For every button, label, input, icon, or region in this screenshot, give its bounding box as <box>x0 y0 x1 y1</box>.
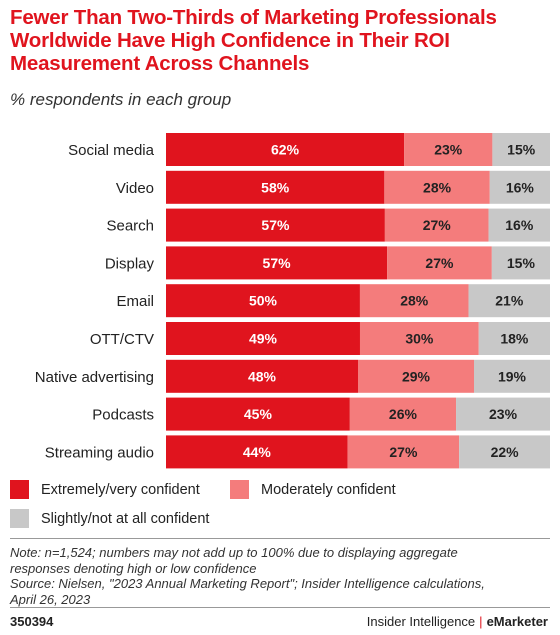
bar-streaming-audio-extremely-very-confident <box>166 435 348 469</box>
data-label-social-media-extremely-very-confident: 62% <box>271 142 300 158</box>
legend-swatch <box>230 480 249 499</box>
legend-swatch <box>10 480 29 499</box>
chart-id: 350394 <box>10 614 54 629</box>
bar-search-slightly-not-at-all-confident <box>488 208 550 242</box>
bar-video-slightly-not-at-all-confident <box>489 170 550 204</box>
data-label-social-media-slightly-not-at-all-confident: 15% <box>507 142 536 158</box>
note-line: responses denoting high or low confidenc… <box>10 560 257 576</box>
bar-podcasts-slightly-not-at-all-confident <box>456 397 550 431</box>
category-label-video: Video <box>116 180 154 197</box>
category-label-social-media: Social media <box>68 142 155 159</box>
data-label-display-moderately-confident: 27% <box>425 255 454 271</box>
bar-social-media-extremely-very-confident <box>166 133 405 166</box>
data-label-display-slightly-not-at-all-confident: 15% <box>507 255 536 271</box>
data-label-streaming-audio-extremely-very-confident: 44% <box>243 444 272 460</box>
bar-email-slightly-not-at-all-confident <box>468 284 550 318</box>
bar-native-advertising-moderately-confident <box>358 359 474 393</box>
source-note: Note: n=1,524; numbers may not add up to… <box>10 545 550 607</box>
brand-insider-intelligence: Insider Intelligence <box>366 614 476 629</box>
chart-title: Fewer Than Two-Thirds of Marketing Profe… <box>10 6 497 75</box>
category-label-podcasts: Podcasts <box>92 407 154 424</box>
bar-social-media-slightly-not-at-all-confident <box>492 133 550 166</box>
legend-label: Moderately confident <box>261 481 396 498</box>
data-label-email-slightly-not-at-all-confident: 21% <box>495 293 524 309</box>
legend-label: Extremely/very confident <box>41 481 200 498</box>
data-label-ott-ctv-slightly-not-at-all-confident: 18% <box>500 331 529 347</box>
chart-subtitle: % respondents in each group <box>10 90 232 109</box>
data-label-video-slightly-not-at-all-confident: 16% <box>506 179 535 195</box>
data-label-native-advertising-moderately-confident: 29% <box>402 368 431 384</box>
data-label-display-extremely-very-confident: 57% <box>263 255 292 271</box>
bar-search-moderately-confident <box>384 208 489 242</box>
data-label-search-slightly-not-at-all-confident: 16% <box>505 217 534 233</box>
bar-video-extremely-very-confident <box>166 170 385 204</box>
bar-podcasts-moderately-confident <box>349 397 457 431</box>
legend-swatch <box>10 509 29 528</box>
data-label-search-moderately-confident: 27% <box>423 217 452 233</box>
category-label-email: Email <box>116 293 154 310</box>
source-line: Source: Nielsen, "2023 Annual Marketing … <box>10 576 485 591</box>
chart-layer: Social media 62% 23% 15% Video 58% 28% 16% Searc… <box>35 133 550 469</box>
bar-streaming-audio-moderately-confident <box>347 435 460 469</box>
data-label-podcasts-extremely-very-confident: 45% <box>244 406 273 422</box>
category-label-ott-ctv: OTT/CTV <box>90 331 154 348</box>
bar-social-media-moderately-confident <box>404 133 493 166</box>
divider <box>10 607 550 608</box>
legend-item-moderately-confident: Moderately confident <box>230 480 396 499</box>
data-label-podcasts-slightly-not-at-all-confident: 23% <box>489 406 518 422</box>
bar-email-extremely-very-confident <box>166 284 360 318</box>
brand-separator: | <box>479 614 483 629</box>
bar-podcasts-extremely-very-confident <box>166 397 350 431</box>
legend-label: Slightly/not at all confident <box>41 510 210 527</box>
bar-ott-ctv-slightly-not-at-all-confident <box>478 322 550 355</box>
data-label-search-extremely-very-confident: 57% <box>261 217 290 233</box>
data-label-ott-ctv-moderately-confident: 30% <box>405 331 434 347</box>
data-label-email-moderately-confident: 28% <box>400 293 429 309</box>
bar-search-extremely-very-confident <box>166 208 385 242</box>
note-line: Note: n=1,524; numbers may not add up to… <box>10 545 458 560</box>
divider <box>10 538 550 539</box>
bar-ott-ctv-extremely-very-confident <box>166 322 360 355</box>
bar-display-slightly-not-at-all-confident <box>491 246 550 280</box>
bar-video-moderately-confident <box>384 170 490 204</box>
legend-item-extremely-very-confident: Extremely/very confident <box>10 480 200 499</box>
category-label-search: Search <box>106 218 154 235</box>
data-label-streaming-audio-moderately-confident: 27% <box>389 444 418 460</box>
bar-native-advertising-slightly-not-at-all-confident <box>474 359 550 393</box>
source-line: April 26, 2023 <box>10 591 91 607</box>
bar-streaming-audio-slightly-not-at-all-confident <box>459 435 550 469</box>
data-label-email-extremely-very-confident: 50% <box>249 293 278 309</box>
brand: Insider Intelligence | eMarketer <box>367 614 548 629</box>
bar-email-moderately-confident <box>359 284 469 318</box>
data-label-video-moderately-confident: 28% <box>423 179 452 195</box>
bar-chart: Social media 62% 23% 15% Video 58% 28% 16% Searc… <box>35 133 550 469</box>
data-label-ott-ctv-extremely-very-confident: 49% <box>249 331 278 347</box>
bar-native-advertising-extremely-very-confident <box>166 359 358 393</box>
brand-emarketer: eMarketer <box>486 614 548 629</box>
bar-display-extremely-very-confident <box>166 246 388 280</box>
legend-item-slightly-not-confident: Slightly/not at all confident <box>10 509 209 528</box>
bar-ott-ctv-moderately-confident <box>359 322 479 355</box>
data-label-podcasts-moderately-confident: 26% <box>389 406 418 422</box>
data-label-native-advertising-slightly-not-at-all-confident: 19% <box>498 368 527 384</box>
data-label-social-media-moderately-confident: 23% <box>434 142 463 158</box>
legend: Extremely/very confident Moderately conf… <box>10 480 550 540</box>
category-label-streaming-audio: Streaming audio <box>45 444 154 461</box>
data-label-native-advertising-extremely-very-confident: 48% <box>248 368 277 384</box>
category-label-native-advertising: Native advertising <box>35 369 154 386</box>
data-label-video-extremely-very-confident: 58% <box>261 179 290 195</box>
data-label-streaming-audio-slightly-not-at-all-confident: 22% <box>491 444 520 460</box>
category-label-display: Display <box>105 255 155 272</box>
bar-display-moderately-confident <box>387 246 492 280</box>
